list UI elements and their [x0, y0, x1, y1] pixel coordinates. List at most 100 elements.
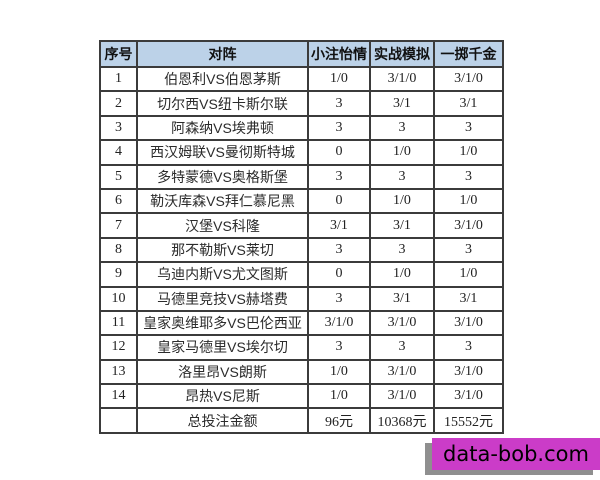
table-row: 10 马德里竞技VS赫塔费 3 3/1 3/1	[99, 285, 504, 312]
big-bet-cell: 3	[433, 334, 504, 361]
small-bet-cell: 0	[307, 139, 371, 166]
small-bet-cell: 0	[307, 187, 371, 215]
header-row: 序号 对阵 小注怡情 实战模拟 一掷千金	[99, 40, 504, 68]
table-header: 序号 对阵 小注怡情 实战模拟 一掷千金	[99, 40, 504, 68]
row-number-cell: 14	[99, 383, 138, 410]
table-row: 11 皇家奥维耶多VS巴伦西亚 3/1/0 3/1/0 3/1/0	[99, 309, 504, 337]
simulation-cell: 1/0	[369, 187, 435, 215]
simulation-cell: 3/1/0	[369, 309, 435, 337]
table-row: 4 西汉姆联VS曼彻斯特城 0 1/0 1/0	[99, 139, 504, 166]
simulation-cell: 3	[369, 236, 435, 264]
table-row: 6 勒沃库森VS拜仁慕尼黑 0 1/0 1/0	[99, 187, 504, 215]
table-row: 1 伯恩利VS伯恩茅斯 1/0 3/1/0 3/1/0	[99, 65, 504, 93]
simulation-cell: 3	[369, 163, 435, 190]
table-row: 7 汉堡VS科隆 3/1 3/1 3/1/0	[99, 212, 504, 239]
simulation-cell: 3/1/0	[369, 358, 435, 386]
watermark: data-bob.com	[432, 438, 600, 470]
simulation-cell: 3/1	[369, 285, 435, 312]
total-row-number-cell	[99, 407, 138, 434]
row-number-cell: 8	[99, 236, 138, 264]
total-label: 总投注金额	[136, 407, 309, 434]
row-number-cell: 12	[99, 334, 138, 361]
simulation-cell: 3	[369, 334, 435, 361]
big-bet-cell: 3/1/0	[433, 383, 504, 410]
matchup-cell: 乌迪内斯VS尤文图斯	[136, 261, 309, 288]
simulation-cell: 3/1/0	[369, 383, 435, 410]
simulation-cell: 3/1	[369, 90, 435, 117]
header-big-bet: 一掷千金	[433, 40, 504, 68]
small-bet-cell: 0	[307, 261, 371, 288]
row-number-cell: 7	[99, 212, 138, 239]
big-bet-cell: 3	[433, 163, 504, 190]
table-row: 14 昂热VS尼斯 1/0 3/1/0 3/1/0	[99, 383, 504, 410]
matchup-cell: 切尔西VS纽卡斯尔联	[136, 90, 309, 117]
big-bet-cell: 1/0	[433, 187, 504, 215]
small-bet-cell: 3	[307, 163, 371, 190]
big-bet-cell: 1/0	[433, 261, 504, 288]
betting-table: 序号 对阵 小注怡情 实战模拟 一掷千金 1 伯恩利VS伯恩茅斯 1/0 3/1…	[99, 40, 504, 434]
simulation-cell: 3	[369, 114, 435, 142]
small-bet-cell: 3/1/0	[307, 309, 371, 337]
row-number-cell: 10	[99, 285, 138, 312]
big-bet-cell: 3/1	[433, 90, 504, 117]
table-row: 12 皇家马德里VS埃尔切 3 3 3	[99, 334, 504, 361]
big-bet-cell: 3/1/0	[433, 212, 504, 239]
small-bet-cell: 3	[307, 114, 371, 142]
big-bet-cell: 3	[433, 114, 504, 142]
matchup-cell: 勒沃库森VS拜仁慕尼黑	[136, 187, 309, 215]
row-number-cell: 11	[99, 309, 138, 337]
simulation-cell: 3/1	[369, 212, 435, 239]
row-number-cell: 4	[99, 139, 138, 166]
total-row: 总投注金额 96元 10368元 15552元	[99, 407, 504, 434]
header-simulation: 实战模拟	[369, 40, 435, 68]
matchup-cell: 皇家马德里VS埃尔切	[136, 334, 309, 361]
simulation-cell: 1/0	[369, 261, 435, 288]
table-row: 8 那不勒斯VS莱切 3 3 3	[99, 236, 504, 264]
row-number-cell: 2	[99, 90, 138, 117]
big-bet-cell: 3/1/0	[433, 358, 504, 386]
matchup-cell: 那不勒斯VS莱切	[136, 236, 309, 264]
matchup-cell: 多特蒙德VS奥格斯堡	[136, 163, 309, 190]
big-bet-cell: 3/1/0	[433, 65, 504, 93]
big-bet-cell: 3	[433, 236, 504, 264]
big-bet-cell: 1/0	[433, 139, 504, 166]
row-number-cell: 6	[99, 187, 138, 215]
row-number-cell: 13	[99, 358, 138, 386]
table-row: 5 多特蒙德VS奥格斯堡 3 3 3	[99, 163, 504, 190]
row-number-cell: 5	[99, 163, 138, 190]
matchup-cell: 西汉姆联VS曼彻斯特城	[136, 139, 309, 166]
small-bet-cell: 3	[307, 334, 371, 361]
small-bet-cell: 3	[307, 90, 371, 117]
matchup-cell: 洛里昂VS朗斯	[136, 358, 309, 386]
small-bet-cell: 3	[307, 236, 371, 264]
row-number-cell: 3	[99, 114, 138, 142]
row-number-cell: 9	[99, 261, 138, 288]
big-bet-cell: 3/1	[433, 285, 504, 312]
total-big-bet-cell: 15552元	[433, 407, 504, 434]
table-row: 9 乌迪内斯VS尤文图斯 0 1/0 1/0	[99, 261, 504, 288]
small-bet-cell: 1/0	[307, 358, 371, 386]
simulation-cell: 3/1/0	[369, 65, 435, 93]
matchup-cell: 昂热VS尼斯	[136, 383, 309, 410]
matchup-cell: 马德里竞技VS赫塔费	[136, 285, 309, 312]
small-bet-cell: 3	[307, 285, 371, 312]
small-bet-cell: 3/1	[307, 212, 371, 239]
small-bet-cell: 1/0	[307, 65, 371, 93]
matchup-cell: 伯恩利VS伯恩茅斯	[136, 65, 309, 93]
total-simulation-cell: 10368元	[369, 407, 435, 434]
total-small-bet-cell: 96元	[307, 407, 371, 434]
matchup-cell: 阿森纳VS埃弗顿	[136, 114, 309, 142]
table-row: 2 切尔西VS纽卡斯尔联 3 3/1 3/1	[99, 90, 504, 117]
matchup-cell: 皇家奥维耶多VS巴伦西亚	[136, 309, 309, 337]
small-bet-cell: 1/0	[307, 383, 371, 410]
header-row-number: 序号	[99, 40, 138, 68]
row-number-cell: 1	[99, 65, 138, 93]
simulation-cell: 1/0	[369, 139, 435, 166]
matchup-cell: 汉堡VS科隆	[136, 212, 309, 239]
table-row: 13 洛里昂VS朗斯 1/0 3/1/0 3/1/0	[99, 358, 504, 386]
big-bet-cell: 3/1/0	[433, 309, 504, 337]
table-body: 1 伯恩利VS伯恩茅斯 1/0 3/1/0 3/1/0 2 切尔西VS纽卡斯尔联…	[99, 65, 504, 434]
header-matchup: 对阵	[136, 40, 309, 68]
header-small-bet: 小注怡情	[307, 40, 371, 68]
